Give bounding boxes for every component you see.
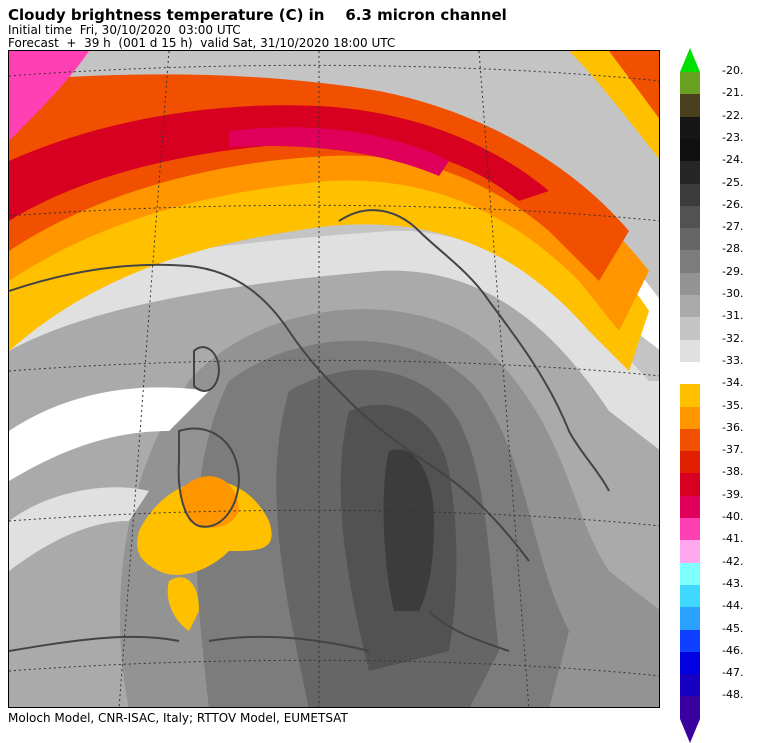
- yellow-patch-south: [167, 577, 199, 631]
- colorbar-swatch: [680, 183, 700, 207]
- band-40-corner: [9, 51, 89, 141]
- graticule: [9, 51, 659, 707]
- colorbar-swatch: [680, 495, 700, 519]
- corner-ne-orange: [609, 51, 659, 119]
- colorbar-label: -32.: [722, 331, 744, 345]
- colorbar-label: -45.: [722, 621, 744, 635]
- colorbar-label: -41.: [722, 532, 744, 546]
- colorbar-swatch: [680, 696, 700, 720]
- chart-title: Cloudy brightness temperature (C) in 6.3…: [8, 6, 507, 24]
- colorbar-label: -29.: [722, 264, 744, 278]
- colorbar-label: -25.: [722, 175, 744, 189]
- colorbar-label: -27.: [722, 220, 744, 234]
- colorbar-label: -33.: [722, 353, 744, 367]
- map-canvas: [9, 51, 659, 707]
- colorbar-label: -47.: [722, 666, 744, 680]
- initial-time: Initial time Fri, 30/10/2020 03:00 UTC: [8, 23, 241, 37]
- colorbar-swatch: [680, 518, 700, 541]
- colorbar-label: -28.: [722, 242, 744, 256]
- colorbar-swatch: [680, 72, 700, 95]
- colorbar-label: -38.: [722, 465, 744, 479]
- colorbar-label: -20.: [722, 64, 744, 77]
- colorbar-swatch: [680, 651, 700, 675]
- colorbar-swatch: [680, 116, 700, 140]
- model-credit: Moloch Model, CNR-ISAC, Italy; RTTOV Mod…: [8, 711, 348, 725]
- core-region: [383, 449, 434, 611]
- colorbar-swatch: [680, 607, 700, 630]
- colorbar-label: -48.: [722, 688, 744, 702]
- colorbar-label: -26.: [722, 197, 744, 211]
- colorbar-swatch: [680, 406, 700, 430]
- colorbar-label: -22.: [722, 108, 744, 122]
- coastlines: [9, 209, 610, 652]
- colorbar-swatch: [680, 272, 700, 296]
- colorbar-swatch: [680, 295, 700, 318]
- colorbar-swatch: [680, 428, 700, 452]
- sardinia-cloud-orange: [179, 476, 239, 528]
- colorbar-swatch: [680, 205, 700, 229]
- colorbar-label: -21.: [722, 86, 744, 100]
- colorbar-swatch: [680, 94, 700, 118]
- colorbar-label: -46.: [722, 643, 744, 657]
- colorbar-swatch: [680, 629, 700, 653]
- band-39: [229, 127, 449, 176]
- colorbar-swatch: [680, 161, 700, 184]
- colorbar-label: -37.: [722, 443, 744, 457]
- colorbar-swatch: [680, 584, 700, 608]
- colorbar-label: -24.: [722, 153, 744, 167]
- light-swirl-southwest: [9, 487, 149, 571]
- colorbar-swatch: [680, 562, 700, 586]
- colorbar-label: -42.: [722, 554, 744, 568]
- colorbar-swatch: [680, 540, 700, 564]
- colorbar-swatch: [680, 384, 700, 407]
- colorbar-label: -31.: [722, 309, 744, 323]
- colorbar-swatch: [680, 339, 700, 363]
- colorbar-swatch: [680, 138, 700, 162]
- colorbar-label: -23.: [722, 130, 744, 144]
- white-swirl-west: [9, 387, 209, 481]
- colorbar-label: -39.: [722, 487, 744, 501]
- colorbar-swatch: [680, 473, 700, 497]
- colorbar-label: -44.: [722, 599, 744, 613]
- forecast-time: Forecast + 39 h (001 d 15 h) valid Sat, …: [8, 36, 396, 50]
- colorbar-label: -35.: [722, 398, 744, 412]
- colorbar-swatch: [680, 451, 700, 474]
- colorbar-swatch: [680, 250, 700, 274]
- colorbar: [680, 72, 700, 720]
- colorbar-top-arrow: [680, 48, 700, 72]
- band-38: [9, 105, 549, 221]
- colorbar-swatch: [680, 317, 700, 341]
- colorbar-label: -34.: [722, 376, 744, 390]
- colorbar-label: -40.: [722, 510, 744, 523]
- colorbar-label: -36.: [722, 420, 744, 434]
- colorbar-swatch: [680, 361, 700, 385]
- colorbar-swatch: [680, 674, 700, 697]
- colorbar-label: -30.: [722, 287, 744, 300]
- colorbar-label: -43.: [722, 576, 744, 590]
- colorbar-swatch: [680, 228, 700, 251]
- brightness-temperature-map: [8, 50, 660, 708]
